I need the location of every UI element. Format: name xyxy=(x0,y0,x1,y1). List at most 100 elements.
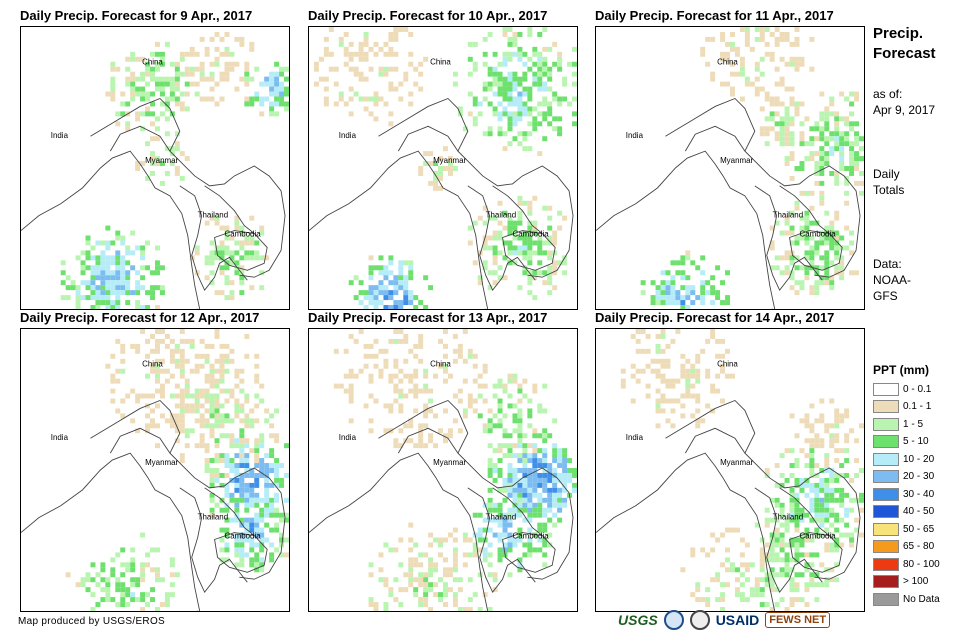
precip-cell xyxy=(130,96,136,102)
precip-cell xyxy=(219,418,225,424)
precip-cell xyxy=(527,413,533,419)
precip-cell xyxy=(254,497,260,503)
precip-cell xyxy=(764,91,770,97)
precip-cell xyxy=(95,260,101,266)
precip-cell xyxy=(522,393,528,399)
precip-cell xyxy=(680,413,686,419)
precip-cell xyxy=(507,522,513,528)
precip-cell xyxy=(487,408,493,414)
precip-cell xyxy=(690,373,696,379)
precip-cell xyxy=(849,156,855,162)
precip-cell xyxy=(754,86,760,92)
precip-cell xyxy=(438,363,443,369)
precip-cell xyxy=(537,76,543,82)
precip-cell xyxy=(774,131,780,137)
precip-cell xyxy=(174,403,180,409)
precip-cell xyxy=(274,438,280,444)
precip-cell xyxy=(194,363,200,369)
precip-cell xyxy=(443,408,448,414)
precip-cell xyxy=(655,423,661,429)
precip-cell xyxy=(824,126,830,132)
precip-cell xyxy=(487,562,493,568)
precip-cell xyxy=(184,393,190,399)
precip-cell xyxy=(819,512,825,518)
precip-cell xyxy=(552,285,558,291)
precip-cell xyxy=(259,463,265,469)
precip-cell xyxy=(784,255,790,261)
precip-cell xyxy=(408,547,414,553)
precip-cell xyxy=(214,329,220,334)
precip-cell xyxy=(413,343,419,349)
precip-cell xyxy=(517,131,523,137)
precip-cell xyxy=(150,418,155,424)
precip-cell xyxy=(413,373,419,379)
precip-cell xyxy=(784,527,790,533)
precip-cell xyxy=(794,61,800,67)
precip-cell xyxy=(259,497,265,503)
precip-cell xyxy=(244,507,250,513)
precip-cell xyxy=(159,290,165,296)
precip-cell xyxy=(502,111,508,117)
precip-cell xyxy=(423,388,429,394)
precip-cell xyxy=(794,572,800,578)
precip-cell xyxy=(348,393,354,399)
precip-cell xyxy=(249,562,255,568)
precip-cell xyxy=(670,295,676,301)
precip-cell xyxy=(814,512,820,518)
precip-cell xyxy=(527,512,533,518)
legend-label: No Data xyxy=(903,593,940,605)
precip-cell xyxy=(393,363,399,369)
precip-cell xyxy=(834,111,840,117)
precip-cell xyxy=(685,305,691,309)
precip-cell xyxy=(274,522,280,528)
precip-cell xyxy=(482,61,488,67)
precip-cell xyxy=(859,190,864,196)
legend-item: 20 - 30 xyxy=(873,469,963,485)
precip-cell xyxy=(209,260,215,266)
precip-cell xyxy=(229,348,235,354)
precip-cell xyxy=(155,607,160,611)
precip-cell xyxy=(472,220,478,226)
precip-cell xyxy=(547,542,553,548)
precip-cell xyxy=(502,443,508,449)
precip-cell xyxy=(189,51,195,57)
precip-cell xyxy=(512,235,518,241)
precip-cell xyxy=(779,557,785,563)
precip-cell xyxy=(155,305,160,309)
precip-cell xyxy=(769,31,775,37)
precip-cell xyxy=(413,295,419,301)
precip-cell xyxy=(502,383,508,389)
precip-cell xyxy=(189,71,195,77)
precip-cell xyxy=(234,270,240,276)
precip-cell xyxy=(264,482,270,488)
precip-cell xyxy=(779,81,785,87)
precip-cell xyxy=(140,285,146,291)
precip-cell xyxy=(244,537,250,543)
precip-cell xyxy=(269,512,275,518)
precip-cell xyxy=(497,517,503,523)
precip-cell xyxy=(214,56,220,62)
precip-cell xyxy=(834,250,840,256)
precip-cell xyxy=(700,348,706,354)
precip-cell xyxy=(517,433,523,439)
precip-cell xyxy=(730,86,735,92)
precip-cell xyxy=(819,111,825,117)
precip-cell xyxy=(829,547,835,553)
precip-cell xyxy=(358,51,364,57)
precip-cell xyxy=(532,448,538,454)
precip-cell xyxy=(557,116,563,122)
precip-cell xyxy=(774,36,780,42)
precip-cell xyxy=(794,557,800,563)
precip-cell xyxy=(150,51,155,57)
precip-cell xyxy=(774,220,780,226)
precip-cell xyxy=(859,492,864,498)
precip-cell xyxy=(705,61,711,67)
precip-cell xyxy=(497,532,503,538)
precip-cell xyxy=(234,497,240,503)
precip-cell xyxy=(70,280,76,286)
precip-cell xyxy=(378,280,384,286)
precip-cell xyxy=(502,477,508,483)
precip-cell xyxy=(819,190,825,196)
precip-cell xyxy=(373,305,379,309)
precip-cell xyxy=(839,161,845,167)
